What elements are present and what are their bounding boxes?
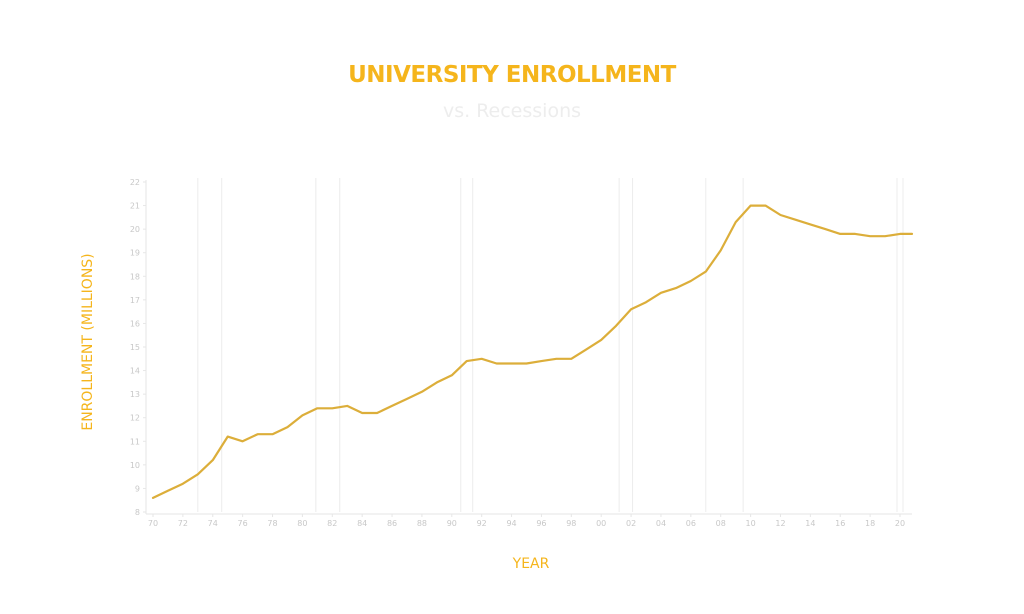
chart-title: UNIVERSITY ENROLLMENT (348, 62, 676, 88)
x-tick-label: 76 (238, 519, 248, 528)
x-tick-label: 86 (387, 519, 397, 528)
y-tick-label: 15 (130, 343, 140, 352)
axes (145, 180, 912, 515)
x-tick-label: 94 (506, 519, 516, 528)
x-tick-label: 96 (536, 519, 546, 528)
x-tick-label: 00 (596, 519, 606, 528)
x-tick-label: 70 (148, 519, 158, 528)
x-tick-label: 12 (775, 519, 785, 528)
y-tick-label: 12 (130, 414, 140, 423)
x-tick-label: 10 (746, 519, 756, 528)
x-tick-label: 84 (357, 519, 367, 528)
recession-markers (197, 178, 904, 512)
x-tick-label: 82 (327, 519, 337, 528)
x-tick-label: 16 (835, 519, 845, 528)
x-axis-ticks: 70 72 74 76 78 80 82 84 86 88 90 92 94 96 98 00 02 04 06 08… (148, 514, 905, 528)
x-tick-label: 20 (895, 519, 905, 528)
y-tick-label: 8 (135, 508, 140, 517)
y-tick-label: 20 (130, 225, 140, 234)
y-axis-ticks: 8 9 10 11 12 13 14 15 16 17 18 19 20 21 22 (130, 178, 146, 517)
y-tick-label: 21 (130, 202, 140, 211)
x-tick-label: 04 (656, 519, 666, 528)
y-tick-label: 11 (130, 437, 140, 446)
chart-subtitle: vs. Recessions (442, 100, 582, 122)
x-tick-label: 72 (178, 519, 188, 528)
x-tick-label: 18 (865, 519, 875, 528)
y-tick-label: 22 (130, 178, 140, 187)
x-tick-label: 02 (626, 519, 636, 528)
y-tick-label: 14 (130, 367, 140, 376)
y-tick-label: 9 (135, 484, 140, 493)
enrollment-line (151, 204, 914, 499)
x-tick-label: 74 (208, 519, 218, 528)
y-tick-label: 16 (130, 319, 140, 328)
x-tick-label: 92 (477, 519, 487, 528)
y-tick-label: 13 (130, 390, 140, 399)
y-tick-label: 18 (130, 272, 140, 281)
x-axis-label: YEAR (512, 556, 550, 572)
x-tick-label: 14 (805, 519, 815, 528)
y-tick-label: 17 (130, 296, 140, 305)
y-tick-label: 10 (130, 461, 140, 470)
x-tick-label: 98 (566, 519, 576, 528)
x-tick-label: 80 (297, 519, 307, 528)
y-tick-label: 19 (130, 249, 140, 258)
x-tick-label: 08 (716, 519, 726, 528)
x-tick-label: 06 (686, 519, 696, 528)
x-tick-label: 78 (267, 519, 277, 528)
x-tick-label: 88 (417, 519, 427, 528)
x-tick-label: 90 (447, 519, 457, 528)
